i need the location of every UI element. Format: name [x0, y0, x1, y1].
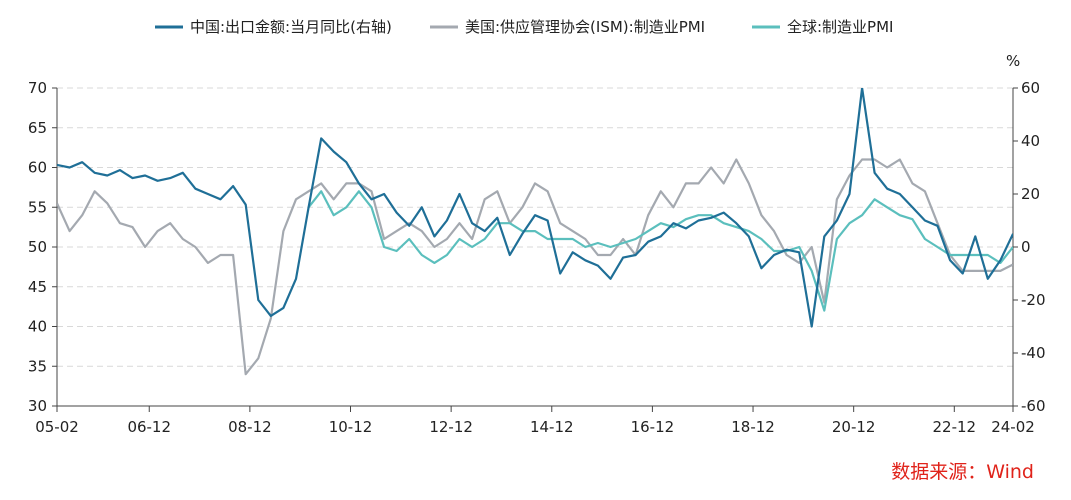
- source-note: 数据来源：Wind: [891, 461, 1034, 483]
- left-axis-tick-label: 70: [28, 79, 47, 97]
- right-axis-tick-label: 60: [1021, 79, 1040, 97]
- left-axis-tick-label: 55: [28, 198, 47, 216]
- left-axis-tick-label: 45: [28, 278, 47, 296]
- right-axis-tick-label: -40: [1021, 344, 1046, 362]
- series-line-2: [307, 190, 1013, 312]
- x-axis-tick-label: 06-12: [127, 418, 171, 436]
- left-axis-tick-label: 35: [28, 357, 47, 375]
- right-axis-tick-label: -60: [1021, 397, 1046, 415]
- legend-label: 中国:出口金额:当月同比(右轴): [190, 18, 392, 36]
- x-axis-tick-label: 05-02: [35, 418, 79, 436]
- x-axis-tick-label: 22-12: [933, 418, 977, 436]
- x-axis-tick-label: 12-12: [429, 418, 473, 436]
- axes: 30 35 40 45 50 55 60 65 70 -60 -40 -20 0 20 40 60 05-02 0…: [28, 79, 1046, 436]
- right-axis-tick-label: 40: [1021, 132, 1040, 150]
- left-axis-tick-label: 60: [28, 159, 47, 177]
- x-axis-tick-label: 24-02: [991, 418, 1035, 436]
- right-axis-tick-label: 0: [1021, 238, 1031, 256]
- right-axis-tick-label: -20: [1021, 291, 1046, 309]
- legend: 中国:出口金额:当月同比(右轴) 美国:供应管理协会(ISM):制造业PMI 全球:…: [155, 18, 893, 36]
- x-axis-tick-label: 16-12: [631, 418, 675, 436]
- left-axis-tick-label: 40: [28, 318, 47, 336]
- series-lines: [57, 88, 1013, 376]
- left-axis-tick-label: 30: [28, 397, 47, 415]
- left-axis-tick-label: 65: [28, 119, 47, 137]
- x-axis-tick-label: 08-12: [228, 418, 272, 436]
- series-line-0: [57, 88, 1013, 328]
- legend-label: 全球:制造业PMI: [787, 18, 893, 36]
- x-axis-tick-label: 20-12: [832, 418, 876, 436]
- right-axis-unit: %: [1006, 52, 1020, 70]
- right-axis-tick-label: 20: [1021, 185, 1040, 203]
- series-line-1: [57, 158, 1013, 376]
- left-axis-tick-label: 50: [28, 238, 47, 256]
- x-axis-tick-label: 10-12: [329, 418, 373, 436]
- grid-lines: [57, 87, 1013, 367]
- x-axis-tick-label: 18-12: [731, 418, 775, 436]
- legend-label: 美国:供应管理协会(ISM):制造业PMI: [465, 18, 705, 36]
- x-axis-tick-label: 14-12: [530, 418, 574, 436]
